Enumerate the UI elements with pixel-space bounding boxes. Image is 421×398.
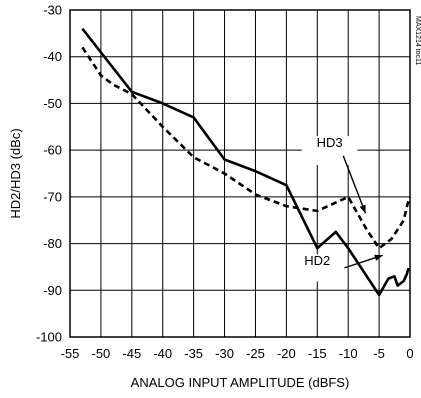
x-axis-label: ANALOG INPUT AMPLITUDE (dBFS) [131, 375, 350, 390]
annotation-label-hd3: HD3 [317, 135, 343, 150]
x-tick-label: -35 [184, 346, 203, 361]
y-tick-label: -50 [43, 96, 62, 111]
y-tick-label: -60 [43, 143, 62, 158]
x-tick-label: -15 [308, 346, 327, 361]
y-tick-label: -100 [36, 330, 62, 345]
y-tick-labels: -30 -40 -50 -60 -70 -80 -90 -100 [36, 3, 62, 345]
x-tick-label: -45 [122, 346, 141, 361]
annotation-background [301, 136, 358, 166]
x-tick-label: -30 [215, 346, 234, 361]
x-tick-label: -10 [339, 346, 358, 361]
y-tick-label: -90 [43, 283, 62, 298]
series-line-hd2 [81, 27, 410, 297]
x-tick-label: -20 [277, 346, 296, 361]
annotation-arrowhead [359, 204, 366, 214]
annotation-label-hd2: HD2 [304, 253, 330, 268]
y-tick-label: -40 [43, 49, 62, 64]
y-tick-label: -80 [43, 236, 62, 251]
grid-lines [70, 10, 410, 337]
figure-code: MAX1214 toc11 [414, 16, 421, 65]
y-tick-label: -70 [43, 189, 62, 204]
x-tick-label: -5 [373, 346, 385, 361]
annotation-background [292, 254, 346, 282]
annotation-arrow-line [342, 155, 367, 214]
series-lines [81, 27, 412, 297]
y-tick-label: -30 [43, 3, 62, 18]
x-tick-label: -50 [92, 346, 111, 361]
annotation-arrowhead [374, 254, 383, 261]
annotations: HD3 HD2 [292, 135, 384, 282]
x-tick-label: -40 [153, 346, 172, 361]
series-line-hd3 [81, 46, 412, 250]
x-tick-label: 0 [406, 346, 413, 361]
x-tick-label: -25 [246, 346, 265, 361]
y-axis-label: HD2/HD3 (dBc) [8, 128, 23, 218]
x-tick-label: -55 [61, 346, 80, 361]
plot-frame [69, 9, 411, 338]
x-tick-labels: -55 -50 -45 -40 -35 -30 -25 -20 -15 -10 -5 0 [61, 346, 414, 361]
